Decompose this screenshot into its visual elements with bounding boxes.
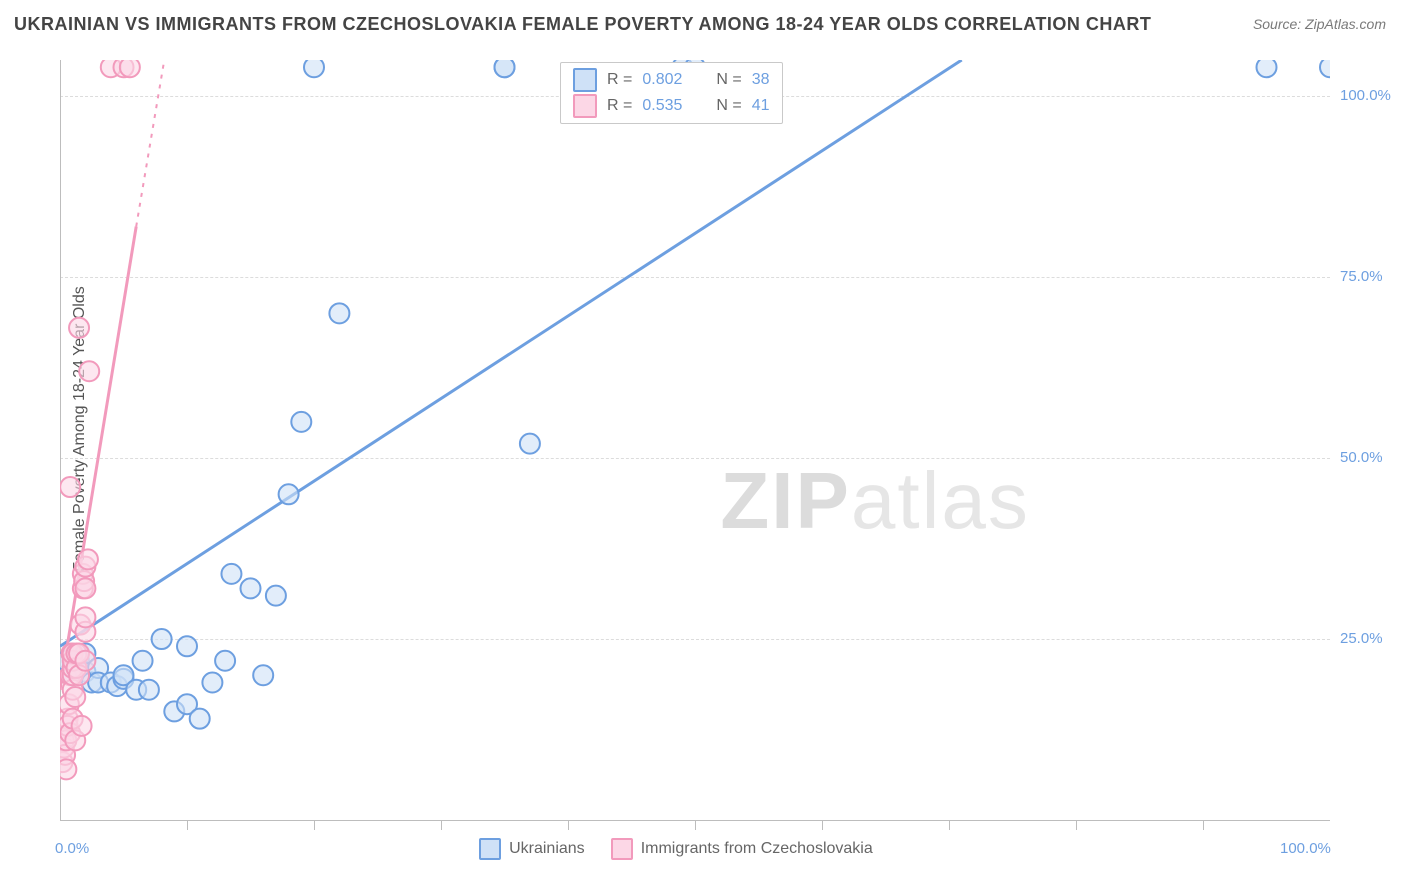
- legend-swatch-icon: [573, 68, 597, 92]
- data-point: [291, 412, 311, 432]
- data-point: [60, 477, 80, 497]
- correlation-legend: R = 0.802 N = 38 R = 0.535 N = 41: [560, 62, 783, 124]
- legend-label: Immigrants from Czechoslovakia: [641, 840, 873, 858]
- data-point: [202, 672, 222, 692]
- x-tick: 100.0%: [1280, 840, 1331, 857]
- data-point: [190, 709, 210, 729]
- scatter-chart: 25.0%50.0%75.0%100.0%0.0%100.0%: [60, 60, 1330, 820]
- data-point: [1320, 60, 1330, 77]
- r-value: 0.535: [642, 93, 682, 119]
- legend-swatch-icon: [611, 838, 633, 860]
- data-point: [79, 361, 99, 381]
- r-label: R =: [607, 93, 632, 119]
- data-point: [72, 716, 92, 736]
- r-value: 0.802: [642, 67, 682, 93]
- data-point: [495, 60, 515, 77]
- x-tick: 0.0%: [55, 840, 89, 857]
- y-tick: 75.0%: [1340, 268, 1383, 285]
- n-label: N =: [716, 67, 741, 93]
- data-point: [253, 665, 273, 685]
- data-point: [78, 549, 98, 569]
- data-point: [69, 318, 89, 338]
- source-label: Source: ZipAtlas.com: [1253, 16, 1386, 32]
- data-point: [241, 578, 261, 598]
- data-point: [65, 687, 85, 707]
- legend-swatch-icon: [573, 94, 597, 118]
- data-point: [279, 484, 299, 504]
- data-point: [120, 60, 140, 77]
- legend-swatch-icon: [479, 838, 501, 860]
- data-point: [133, 651, 153, 671]
- legend-label: Ukrainians: [509, 840, 585, 858]
- n-value: 38: [752, 67, 770, 93]
- data-point: [75, 578, 95, 598]
- n-value: 41: [752, 93, 770, 119]
- data-point: [520, 434, 540, 454]
- data-point: [75, 607, 95, 627]
- y-tick: 25.0%: [1340, 630, 1383, 647]
- data-point: [329, 303, 349, 323]
- chart-title: UKRAINIAN VS IMMIGRANTS FROM CZECHOSLOVA…: [14, 14, 1151, 35]
- data-point: [221, 564, 241, 584]
- data-point: [266, 586, 286, 606]
- n-label: N =: [716, 93, 741, 119]
- data-point: [177, 636, 197, 656]
- y-tick: 100.0%: [1340, 87, 1391, 104]
- data-point: [152, 629, 172, 649]
- series-legend: Ukrainians Immigrants from Czechoslovakia: [479, 838, 873, 860]
- data-point: [60, 759, 76, 779]
- r-label: R =: [607, 67, 632, 93]
- data-point: [75, 651, 95, 671]
- data-point: [304, 60, 324, 77]
- y-tick: 50.0%: [1340, 449, 1383, 466]
- data-point: [1257, 60, 1277, 77]
- data-point: [139, 680, 159, 700]
- data-point: [215, 651, 235, 671]
